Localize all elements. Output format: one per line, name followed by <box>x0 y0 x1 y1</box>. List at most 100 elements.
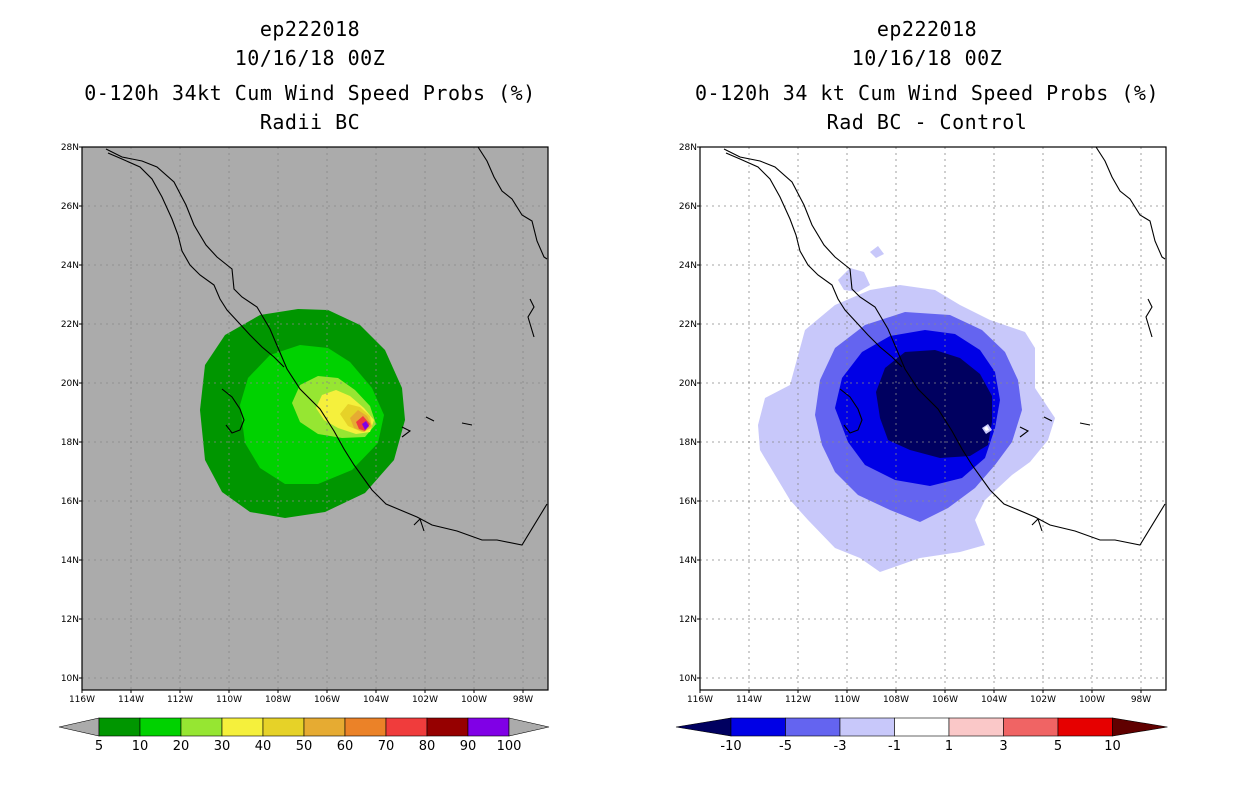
left-title-subtitle: Radii BC <box>259 110 361 134</box>
colorbar-box <box>948 717 1004 737</box>
colorbar-box <box>98 717 141 737</box>
colorbar-label: 1 <box>945 739 953 754</box>
lat-tick-label: 24N <box>679 261 697 271</box>
left-prob-90 <box>362 421 369 430</box>
lon-tick-label: 114W <box>736 695 762 705</box>
lon-tick-label: 108W <box>883 695 909 705</box>
lat-tick-label: 20N <box>61 379 79 389</box>
colorbar-label: 10 <box>1104 739 1121 754</box>
colorbar-label: -10 <box>720 739 741 754</box>
colorbar-label: -1 <box>888 739 901 754</box>
left-map-frame <box>81 146 549 691</box>
lat-tick-label: 22N <box>61 320 79 330</box>
colorbar-box <box>467 717 510 737</box>
right-gridlines <box>700 147 1166 690</box>
left-latitude-labels: 28N 26N 24N 22N 20N 18N 16N 14N 12N 10N <box>61 143 82 684</box>
lon-tick-label: 102W <box>412 695 438 705</box>
left-title-storm: ep222018 <box>259 17 361 41</box>
left-longitude-labels: 116W 114W 112W 110W 108W 106W 104W 102W 100W 98W <box>69 690 533 705</box>
lon-tick-label: 106W <box>314 695 340 705</box>
lon-tick-label: 98W <box>513 695 533 705</box>
lon-tick-label: 116W <box>687 695 713 705</box>
colorbar-box <box>221 717 264 737</box>
right-title: ep222018 10/16/18 00Z 0-120h 34 kt Cum W… <box>627 15 1227 137</box>
left-title: ep222018 10/16/18 00Z 0-120h 34kt Cum Wi… <box>10 15 610 137</box>
lat-tick-label: 10N <box>61 674 79 684</box>
colorbar-label: 60 <box>337 739 354 754</box>
colorbar-label: 40 <box>255 739 272 754</box>
lat-tick-label: 26N <box>61 202 79 212</box>
lat-tick-label: 24N <box>61 261 79 271</box>
lat-tick-label: 20N <box>679 379 697 389</box>
lat-tick-label: 22N <box>679 320 697 330</box>
colorbar-box <box>262 717 305 737</box>
lat-tick-label: 12N <box>61 615 79 625</box>
colorbar-box <box>344 717 387 737</box>
colorbar-label: 50 <box>296 739 313 754</box>
lat-tick-label: 14N <box>679 556 697 566</box>
left-title-date: 10/16/18 00Z <box>234 46 386 70</box>
left-probability-field <box>200 309 405 518</box>
colorbar-label: 30 <box>214 739 231 754</box>
lat-tick-label: 16N <box>61 497 79 507</box>
colorbar-label: 10 <box>132 739 149 754</box>
colorbar-label: 3 <box>999 739 1007 754</box>
lon-tick-label: 100W <box>461 695 487 705</box>
colorbar-under-triangle <box>58 717 100 737</box>
right-diff-minus10 <box>876 350 992 458</box>
lat-tick-label: 28N <box>61 143 79 153</box>
right-title-subtitle: Rad BC - Control <box>826 110 1028 134</box>
colorbar-box <box>1057 717 1113 737</box>
colorbar-box <box>1003 717 1059 737</box>
lon-tick-label: 104W <box>981 695 1007 705</box>
lat-tick-label: 18N <box>61 438 79 448</box>
lat-tick-label: 16N <box>679 497 697 507</box>
right-colorbar: -10 -5 -3 -1 1 3 5 10 <box>675 717 1168 754</box>
lon-tick-label: 104W <box>363 695 389 705</box>
colorbar-over-triangle <box>508 717 550 737</box>
left-colorbar: 5 10 20 30 40 50 60 70 80 90 100 <box>58 717 550 754</box>
colorbar-box <box>139 717 182 737</box>
colorbar-label: 5 <box>1054 739 1062 754</box>
lat-tick-label: 10N <box>679 674 697 684</box>
right-title-storm: ep222018 <box>876 17 978 41</box>
colorbar-box <box>730 717 786 737</box>
colorbar-over-triangle <box>1112 717 1168 737</box>
colorbar-label: -3 <box>834 739 847 754</box>
right-map-frame <box>699 146 1167 691</box>
colorbar-label: 100 <box>497 739 522 754</box>
lat-tick-label: 18N <box>679 438 697 448</box>
colorbar-box <box>385 717 428 737</box>
colorbar-box <box>894 717 950 737</box>
colorbar-label: 80 <box>419 739 436 754</box>
left-gridlines <box>82 147 548 690</box>
right-latitude-labels: 28N 26N 24N 22N 20N 18N 16N 14N 12N 10N <box>679 143 700 684</box>
colorbar-label: 5 <box>95 739 103 754</box>
right-title-date: 10/16/18 00Z <box>851 46 1003 70</box>
colorbar-label: 90 <box>460 739 477 754</box>
lon-tick-label: 114W <box>118 695 144 705</box>
lon-tick-label: 102W <box>1030 695 1056 705</box>
lon-tick-label: 116W <box>69 695 95 705</box>
lon-tick-label: 100W <box>1079 695 1105 705</box>
lon-tick-label: 98W <box>1131 695 1151 705</box>
colorbar-box <box>839 717 895 737</box>
colorbar-box <box>303 717 346 737</box>
colorbar-box <box>180 717 223 737</box>
colorbar-label: -5 <box>779 739 792 754</box>
right-title-product: 0-120h 34 kt Cum Wind Speed Probs (%) <box>694 81 1160 105</box>
lon-tick-label: 108W <box>265 695 291 705</box>
lon-tick-label: 110W <box>834 695 860 705</box>
lon-tick-label: 112W <box>785 695 811 705</box>
colorbar-box <box>785 717 841 737</box>
right-diff-minus1-patch <box>838 246 884 292</box>
lat-tick-label: 26N <box>679 202 697 212</box>
lat-tick-label: 28N <box>679 143 697 153</box>
right-longitude-labels: 116W 114W 112W 110W 108W 106W 104W 102W 100W 98W <box>687 690 1151 705</box>
colorbar-label: 70 <box>378 739 395 754</box>
lon-tick-label: 112W <box>167 695 193 705</box>
lon-tick-label: 106W <box>932 695 958 705</box>
colorbar-under-triangle <box>675 717 732 737</box>
right-diff-plus-core <box>984 426 989 431</box>
